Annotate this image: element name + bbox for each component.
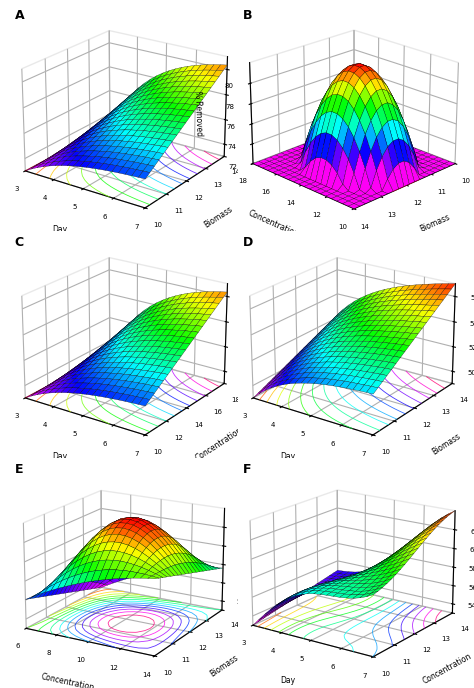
Text: E: E — [15, 463, 23, 475]
X-axis label: Day: Day — [52, 452, 67, 461]
Text: F: F — [243, 463, 251, 475]
Y-axis label: Concentration: Concentration — [246, 208, 300, 239]
Y-axis label: Biomass: Biomass — [208, 653, 240, 678]
Y-axis label: Biomass: Biomass — [430, 431, 463, 456]
Text: A: A — [15, 9, 24, 22]
Text: B: B — [243, 9, 252, 22]
X-axis label: Biomass: Biomass — [418, 213, 451, 235]
X-axis label: Day: Day — [52, 225, 67, 234]
Text: C: C — [15, 236, 24, 248]
X-axis label: Concentration: Concentration — [40, 672, 95, 688]
Text: D: D — [243, 236, 253, 248]
Y-axis label: Biomass: Biomass — [203, 204, 235, 229]
Y-axis label: Concentration: Concentration — [421, 652, 473, 686]
X-axis label: Day: Day — [280, 676, 295, 685]
Y-axis label: Concentration: Concentration — [193, 425, 244, 462]
X-axis label: Day: Day — [280, 452, 295, 461]
